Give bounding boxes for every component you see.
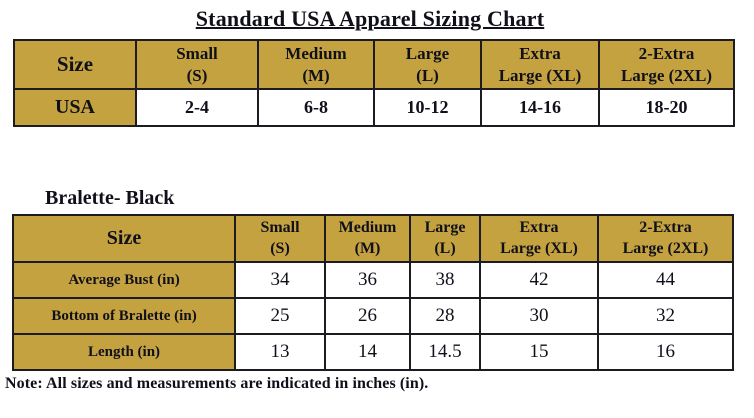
average-bust-xl: 42 bbox=[479, 261, 599, 299]
length-large: 14.5 bbox=[409, 333, 481, 371]
bottom-small: 25 bbox=[234, 297, 326, 335]
bottom-xl: 30 bbox=[479, 297, 599, 335]
bottom-2xl: 32 bbox=[597, 297, 734, 335]
length-row: Length (in) 13 14 14.5 15 16 bbox=[12, 333, 734, 371]
bottom-medium: 26 bbox=[324, 297, 411, 335]
bralette-column-header-2xl: 2-Extra Large (2XL) bbox=[597, 214, 734, 263]
average-bust-row: Average Bust (in) 34 36 38 42 44 bbox=[12, 261, 734, 299]
usa-size-2xl: 18-20 bbox=[598, 88, 735, 127]
bralette-column-header-xl: Extra Large (XL) bbox=[479, 214, 599, 263]
bralette-measurements-table: Size Small (S) Medium (M) Large (L) Extr… bbox=[12, 214, 734, 371]
bralette-column-header-large: Large (L) bbox=[409, 214, 481, 263]
size-corner-header: Size bbox=[13, 39, 137, 90]
bralette-size-corner-header: Size bbox=[12, 214, 236, 263]
bralette-column-header-medium: Medium (M) bbox=[324, 214, 411, 263]
bottom-large: 28 bbox=[409, 297, 481, 335]
usa-size-large: 10-12 bbox=[373, 88, 482, 127]
usa-sizing-header-row: Size Small (S) Medium (M) Large (L) Extr… bbox=[13, 39, 735, 90]
length-2xl: 16 bbox=[597, 333, 734, 371]
column-header-xl: Extra Large (XL) bbox=[480, 39, 600, 90]
column-header-2xl: 2-Extra Large (2XL) bbox=[598, 39, 735, 90]
usa-sizing-table: Size Small (S) Medium (M) Large (L) Extr… bbox=[13, 39, 735, 127]
bralette-column-header-small: Small (S) bbox=[234, 214, 326, 263]
length-medium: 14 bbox=[324, 333, 411, 371]
length-xl: 15 bbox=[479, 333, 599, 371]
page-title: Standard USA Apparel Sizing Chart bbox=[195, 6, 545, 31]
usa-sizes-row: USA 2-4 6-8 10-12 14-16 18-20 bbox=[13, 88, 735, 127]
usa-row-label: USA bbox=[13, 88, 137, 127]
average-bust-small: 34 bbox=[234, 261, 326, 299]
usa-size-xl: 14-16 bbox=[480, 88, 600, 127]
usa-size-small: 2-4 bbox=[135, 88, 259, 127]
column-header-small: Small (S) bbox=[135, 39, 259, 90]
usa-size-medium: 6-8 bbox=[257, 88, 375, 127]
length-small: 13 bbox=[234, 333, 326, 371]
average-bust-2xl: 44 bbox=[597, 261, 734, 299]
column-header-medium: Medium (M) bbox=[257, 39, 375, 90]
measurement-note: Note: All sizes and measurements are ind… bbox=[5, 375, 429, 392]
average-bust-large: 38 bbox=[409, 261, 481, 299]
bottom-of-bralette-row: Bottom of Bralette (in) 25 26 28 30 32 bbox=[12, 297, 734, 335]
bottom-of-bralette-label: Bottom of Bralette (in) bbox=[12, 297, 236, 335]
length-label: Length (in) bbox=[12, 333, 236, 371]
bralette-header-row: Size Small (S) Medium (M) Large (L) Extr… bbox=[12, 214, 734, 263]
column-header-large: Large (L) bbox=[373, 39, 482, 90]
bralette-section-title: Bralette- Black bbox=[45, 187, 175, 209]
average-bust-medium: 36 bbox=[324, 261, 411, 299]
average-bust-label: Average Bust (in) bbox=[12, 261, 236, 299]
